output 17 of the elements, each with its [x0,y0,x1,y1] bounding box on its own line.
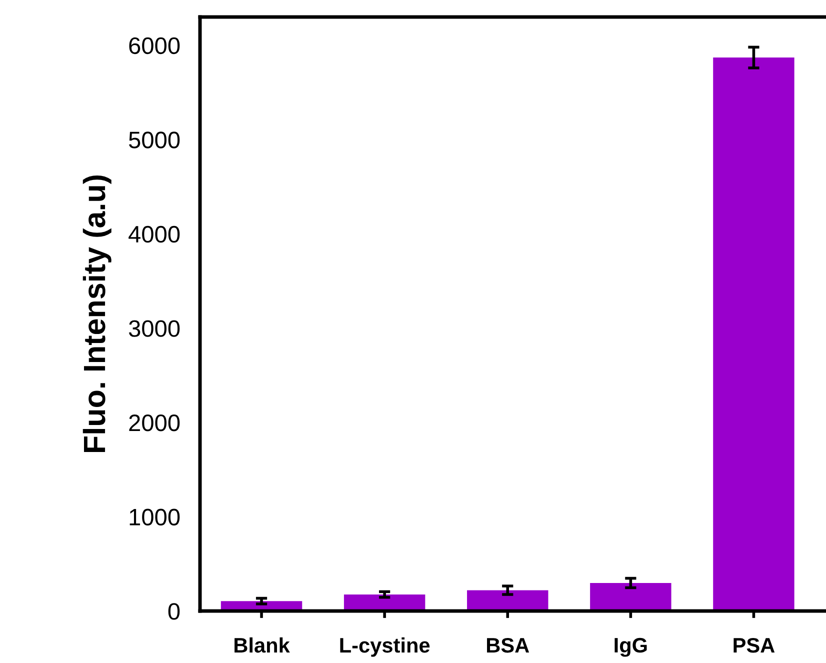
bar [344,594,426,611]
y-tick-label: 3000 [128,320,180,337]
x-tick-label: IgG [614,638,647,657]
y-tick-label: 2000 [129,414,180,432]
y-tick-label: 1000 [130,508,180,526]
bar [467,590,548,611]
y-tick-label: 0 [168,603,180,620]
y-tick-label: 5000 [128,132,180,148]
x-tick-label: PSA [734,638,775,653]
y-axis-title: Fluo. Intensity (a.u) [82,175,112,452]
bar [590,582,672,611]
bar [713,58,794,611]
x-tick-label: BSA [487,638,530,653]
y-tick-label: 6000 [129,37,180,54]
x-tick-label: Blank [234,637,290,653]
y-tick-label: 4000 [128,226,180,243]
x-tick-label: L-cystine [340,637,430,657]
